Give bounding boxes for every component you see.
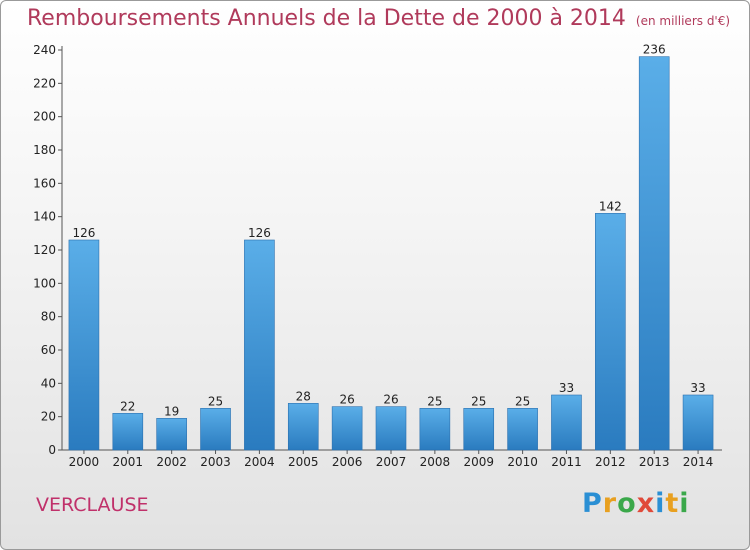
value-label-2013: 236 [643,43,666,57]
title-unit: (en milliers d'€) [635,14,731,28]
bar-2008 [419,408,451,451]
value-label-2005: 28 [296,389,311,403]
value-label-2010: 25 [515,394,530,408]
x-tick-label-2001: 2001 [113,455,144,469]
bar-2003 [200,408,231,451]
x-tick-label-2011: 2011 [551,455,582,469]
y-tick-label: 60 [41,343,56,357]
y-tick-label: 140 [33,210,56,224]
bar-2005 [287,403,319,451]
value-label-2004: 126 [248,226,271,240]
bars-group: 126 22 19 25 126 28 26 26 25 25 25 33 142 236 33 [68,43,714,451]
bar-2002 [156,418,187,451]
bar-2011 [551,394,582,451]
title-text: Remboursements Annuels de la Dette de 20… [27,6,626,31]
value-label-2002: 19 [164,404,179,418]
y-tick-label: 40 [41,376,56,390]
x-tick-label-2014: 2014 [683,455,714,469]
x-tick-label-2003: 2003 [200,455,231,469]
value-label-2000: 126 [72,226,95,240]
x-tick-label-2013: 2013 [639,455,670,469]
y-tick-label: 80 [41,310,56,324]
bar-2009 [463,408,495,451]
proxiti-logo[interactable]: Proxiti [582,488,690,519]
x-tick-label-2005: 2005 [288,455,319,469]
value-label-2008: 25 [427,394,442,408]
bar-2010 [507,408,538,451]
x-tick-label-2007: 2007 [376,455,407,469]
x-tick-label-2006: 2006 [332,455,363,469]
x-tick-label-2008: 2008 [420,455,451,469]
x-tick-label-2009: 2009 [463,455,494,469]
bar-2014 [682,394,714,451]
bar-2007 [375,406,407,451]
bar-2006 [331,406,363,451]
bar-2000 [68,239,100,451]
y-tick-label: 0 [48,443,56,457]
y-tick-label: 120 [33,243,56,257]
bar-2012 [595,213,626,451]
value-label-2007: 26 [383,393,398,407]
x-tick-label-2010: 2010 [507,455,538,469]
value-label-2003: 25 [208,394,223,408]
value-label-2006: 26 [339,393,354,407]
y-tick-label: 220 [33,76,56,90]
value-label-2011: 33 [559,381,574,395]
town-name: VERCLAUSE [36,494,149,516]
y-tick-label: 180 [33,143,56,157]
value-label-2012: 142 [599,199,622,213]
x-tick-label-2012: 2012 [595,455,626,469]
bar-2001 [112,413,144,451]
y-tick-label: 240 [33,43,56,57]
y-tick-label: 160 [33,176,56,190]
y-tick-label: 200 [33,110,56,124]
x-tick-label-2004: 2004 [244,455,275,469]
bar-2004 [244,239,275,451]
y-tick-label: 20 [41,410,56,424]
bar-2013 [638,56,670,451]
y-tick-label: 100 [33,276,56,290]
value-label-2009: 25 [471,394,486,408]
value-label-2001: 22 [120,399,135,413]
x-tick-label-2000: 2000 [69,455,100,469]
chart-title: Remboursements Annuels de la Dette de 20… [27,6,730,31]
value-label-2014: 33 [690,381,705,395]
x-tick-label-2002: 2002 [156,455,187,469]
